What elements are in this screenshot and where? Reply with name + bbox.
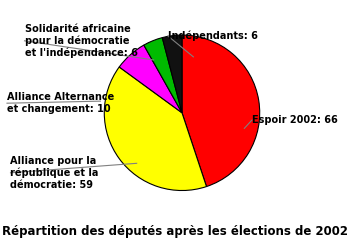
Text: Répartition des députés après les élections de 2002: Répartition des députés après les électi… xyxy=(2,225,348,238)
Wedge shape xyxy=(144,38,182,113)
Text: Indépendants: 6: Indépendants: 6 xyxy=(168,31,258,41)
Text: Alliance pour la
république et la
démocratie: 59: Alliance pour la république et la démocr… xyxy=(10,156,99,190)
Wedge shape xyxy=(162,35,182,113)
Text: Espoir 2002: 66: Espoir 2002: 66 xyxy=(252,115,338,125)
Wedge shape xyxy=(104,67,206,191)
Text: Alliance Alternance
et changement: 10: Alliance Alternance et changement: 10 xyxy=(7,92,114,114)
Text: Solidarité africaine
pour la démocratie
et l'indépendance: 6: Solidarité africaine pour la démocratie … xyxy=(25,24,137,58)
Wedge shape xyxy=(182,35,260,186)
Wedge shape xyxy=(119,45,182,113)
